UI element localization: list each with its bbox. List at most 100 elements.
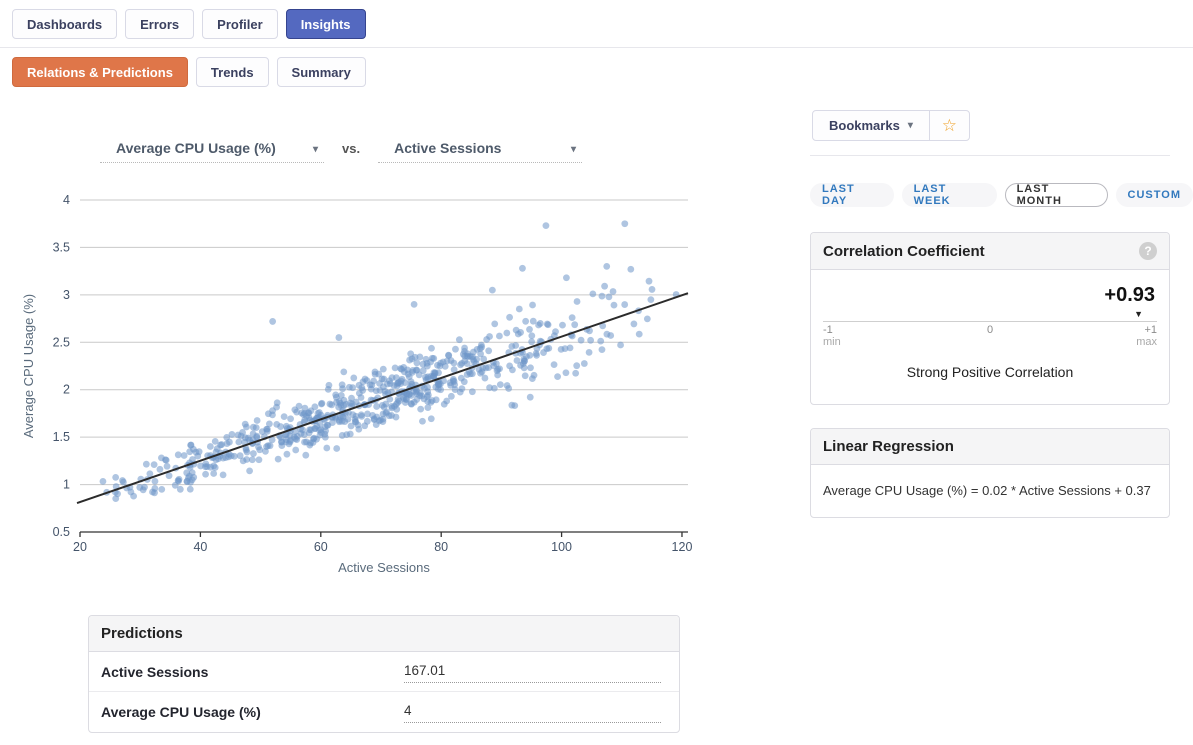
data-point bbox=[162, 456, 169, 464]
data-point bbox=[114, 490, 121, 498]
time-range-custom[interactable]: CUSTOM bbox=[1115, 183, 1193, 207]
data-point bbox=[603, 330, 611, 338]
data-point bbox=[379, 365, 387, 373]
time-range-last-month[interactable]: LAST MONTH bbox=[1004, 183, 1108, 207]
nav-tab-dashboards[interactable]: Dashboards bbox=[12, 9, 118, 39]
x-tick-label: 40 bbox=[193, 540, 207, 554]
data-point bbox=[480, 355, 488, 363]
data-point bbox=[263, 443, 270, 451]
data-point bbox=[253, 434, 261, 441]
data-point bbox=[585, 348, 593, 356]
data-point bbox=[397, 365, 404, 372]
data-point bbox=[186, 485, 194, 493]
y-tick-label: 2 bbox=[63, 383, 70, 397]
data-point bbox=[239, 429, 246, 436]
data-point bbox=[361, 422, 369, 430]
data-point bbox=[552, 328, 559, 336]
data-point bbox=[420, 395, 428, 403]
data-point bbox=[380, 383, 387, 391]
data-point bbox=[280, 413, 288, 421]
chevron-down-icon: ▾ bbox=[907, 120, 913, 131]
active-sessions-input[interactable] bbox=[404, 660, 661, 683]
scale-max: +1 max bbox=[1136, 324, 1157, 348]
chevron-down-icon: ▾ bbox=[571, 144, 577, 155]
tab-relations-predictions[interactable]: Relations & Predictions bbox=[12, 57, 188, 87]
data-point bbox=[617, 341, 624, 349]
data-point bbox=[589, 290, 597, 298]
data-point bbox=[485, 364, 493, 371]
x-tick-label: 80 bbox=[434, 540, 448, 554]
bookmarks-group: Bookmarks ▾ ☆ bbox=[812, 110, 970, 141]
data-point bbox=[347, 422, 355, 430]
data-point bbox=[496, 365, 503, 373]
data-point bbox=[149, 488, 156, 496]
time-range-last-day[interactable]: LAST DAY bbox=[810, 183, 894, 207]
nav-tab-errors[interactable]: Errors bbox=[125, 9, 195, 39]
data-point bbox=[609, 288, 617, 295]
data-point bbox=[455, 336, 463, 344]
data-point bbox=[580, 360, 588, 367]
data-point bbox=[468, 388, 476, 396]
data-point bbox=[647, 296, 655, 304]
tab-trends[interactable]: Trends bbox=[195, 57, 269, 87]
data-point bbox=[355, 381, 363, 389]
data-point bbox=[508, 343, 516, 350]
data-point bbox=[349, 384, 357, 392]
bookmarks-dropdown-button[interactable]: Bookmarks ▾ bbox=[813, 111, 929, 140]
correlation-scale-labels: -1 min 0 +1 max bbox=[823, 322, 1157, 350]
data-point bbox=[219, 471, 227, 479]
data-point bbox=[505, 385, 513, 392]
tab-summary[interactable]: Summary bbox=[276, 57, 366, 87]
data-point bbox=[413, 366, 421, 374]
data-point bbox=[119, 478, 127, 486]
help-icon[interactable]: ? bbox=[1139, 242, 1157, 260]
data-point bbox=[494, 371, 502, 379]
data-point bbox=[176, 485, 184, 493]
data-point bbox=[434, 385, 442, 393]
correlation-marker-icon: ▼ bbox=[1134, 309, 1144, 319]
data-point bbox=[485, 347, 493, 355]
data-point bbox=[158, 485, 166, 493]
data-point bbox=[528, 332, 536, 340]
nav-tab-insights[interactable]: Insights bbox=[285, 9, 366, 39]
data-point bbox=[256, 446, 264, 454]
data-point bbox=[573, 362, 581, 370]
data-point bbox=[250, 450, 257, 457]
data-point bbox=[412, 388, 420, 396]
data-point bbox=[315, 426, 323, 434]
data-point bbox=[603, 263, 611, 270]
regression-equation: Average CPU Usage (%) = 0.02 * Active Se… bbox=[823, 483, 1151, 498]
data-point bbox=[383, 408, 390, 416]
data-point bbox=[355, 425, 363, 433]
time-range-last-week[interactable]: LAST WEEK bbox=[901, 183, 997, 207]
data-point bbox=[357, 411, 365, 419]
data-point bbox=[440, 400, 448, 408]
data-point bbox=[568, 314, 576, 322]
data-point bbox=[248, 456, 256, 464]
y-metric-dropdown[interactable]: Average CPU Usage (%) ▾ bbox=[100, 136, 324, 163]
data-point bbox=[506, 313, 513, 321]
data-point bbox=[458, 385, 466, 393]
data-point bbox=[535, 321, 542, 329]
data-point bbox=[184, 474, 192, 482]
regression-title: Linear Regression bbox=[823, 438, 954, 455]
data-point bbox=[511, 402, 519, 409]
data-point bbox=[430, 373, 437, 381]
data-point bbox=[461, 357, 469, 365]
data-point bbox=[99, 478, 107, 485]
nav-tab-profiler[interactable]: Profiler bbox=[202, 9, 278, 39]
bookmark-star-button[interactable]: ☆ bbox=[928, 111, 969, 140]
y-tick-label: 4 bbox=[63, 193, 70, 207]
correlation-scale: ▼ bbox=[823, 309, 1157, 322]
data-point bbox=[287, 415, 294, 423]
data-point bbox=[648, 286, 656, 293]
data-point bbox=[403, 366, 411, 374]
data-point bbox=[506, 362, 514, 370]
y-tick-label: 0.5 bbox=[53, 525, 70, 539]
x-metric-dropdown[interactable]: Active Sessions ▾ bbox=[378, 136, 583, 163]
data-point bbox=[441, 362, 449, 370]
data-point bbox=[112, 473, 120, 481]
avg-cpu-usage-input[interactable] bbox=[404, 701, 661, 723]
data-point bbox=[630, 320, 638, 328]
data-point bbox=[544, 321, 552, 329]
